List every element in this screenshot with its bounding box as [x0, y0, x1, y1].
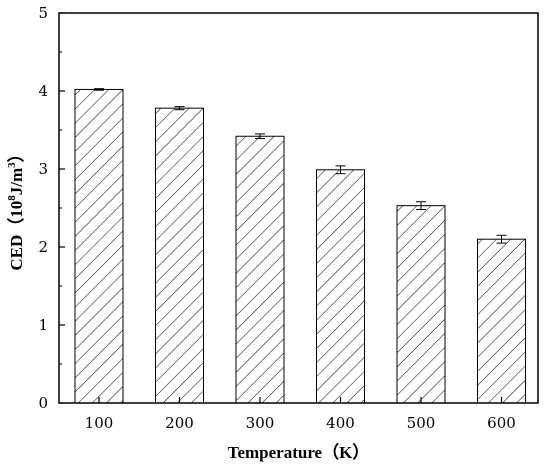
plot-frame	[58, 12, 539, 404]
x-tick-label-300: 300	[246, 414, 275, 432]
y-axis-title-main: CED（10	[6, 201, 26, 271]
y-axis-title: CED（108J/m3）	[6, 145, 26, 270]
y-axis-title-end: ）	[6, 145, 26, 162]
y-axis: 0 1 2 3 4 5	[38, 4, 65, 412]
y-tick-label-4: 4	[38, 82, 48, 100]
x-tick-label-100: 100	[85, 414, 114, 432]
x-tick-label-200: 200	[165, 414, 194, 432]
y-axis-title-exp1: 8	[6, 195, 18, 201]
x-axis-title: Temperature（K）	[228, 442, 370, 462]
x-axis: 100 200 300 400 500 600	[85, 397, 516, 432]
y-tick-label-1: 1	[38, 316, 48, 334]
bar-500	[396, 205, 446, 404]
bar-400	[316, 169, 365, 404]
x-tick-label-500: 500	[407, 414, 436, 432]
y-tick-label-0: 0	[38, 394, 48, 412]
bar-200	[155, 107, 204, 404]
y-tick-label-2: 2	[38, 238, 48, 256]
error-bars-group	[94, 88, 507, 244]
y-tick-label-5: 5	[38, 4, 48, 22]
bar-300	[235, 135, 285, 404]
bars-group	[74, 88, 526, 404]
y-axis-title-mid: J/m	[7, 168, 26, 195]
x-tick-label-600: 600	[487, 414, 516, 432]
y-tick-label-3: 3	[38, 160, 48, 178]
x-tick-label-400: 400	[326, 414, 355, 432]
y-axis-title-exp2: 3	[6, 162, 18, 168]
bar-600	[477, 238, 526, 404]
bar-100	[74, 88, 124, 404]
